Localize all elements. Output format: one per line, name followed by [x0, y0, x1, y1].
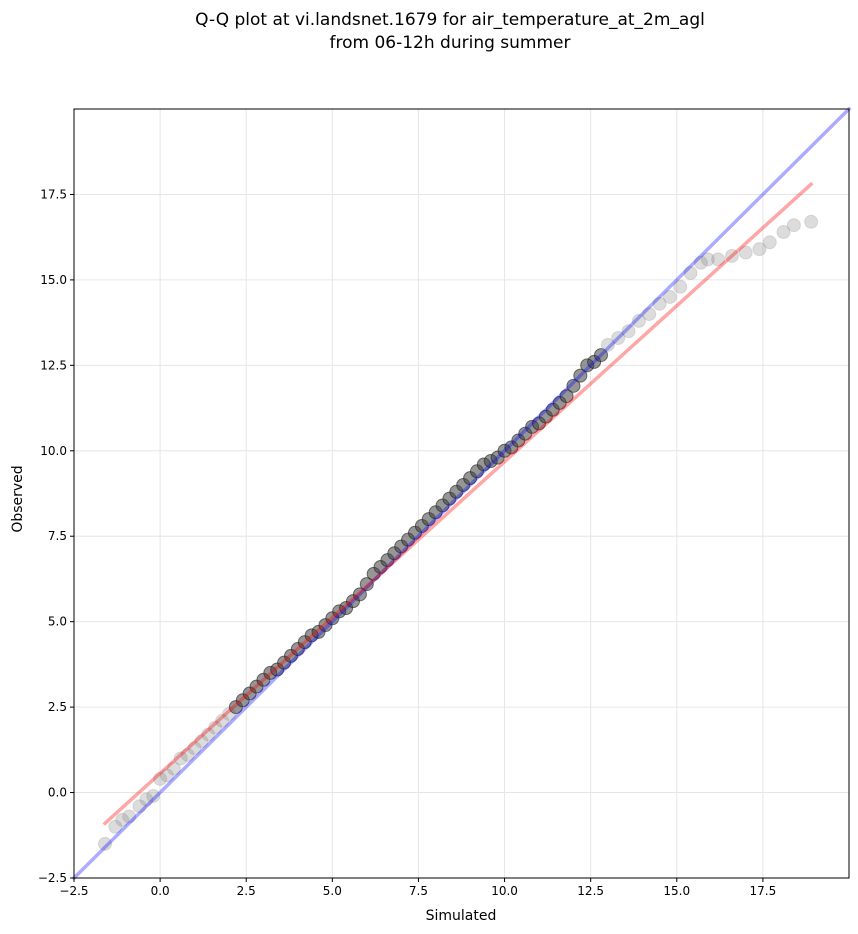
data-point-81	[693, 255, 708, 270]
y-tick-label-6: 12.5	[40, 358, 67, 372]
data-point-66	[559, 389, 574, 404]
data-point-68	[573, 368, 588, 383]
data-point-36	[352, 587, 367, 602]
data-point-83	[711, 252, 726, 267]
data-point-87	[762, 235, 777, 250]
y-tick-label-0: −2.5	[38, 871, 67, 885]
data-point-9	[166, 761, 181, 776]
x-tick-label-8: 17.5	[750, 884, 777, 898]
x-tick-label-0: −2.5	[59, 884, 88, 898]
data-point-78	[662, 289, 677, 304]
x-tick-label-3: 5.0	[323, 884, 342, 898]
data-point-1	[108, 819, 123, 834]
data-point-3	[122, 809, 137, 824]
data-point-16	[215, 713, 230, 728]
data-point-12	[187, 741, 202, 756]
y-tick-label-2: 2.5	[48, 700, 67, 714]
y-axis-label: Observed	[10, 465, 26, 532]
data-point-13	[194, 734, 209, 749]
data-point-90	[804, 214, 819, 229]
x-tick-label-4: 7.5	[409, 884, 428, 898]
data-point-86	[752, 242, 767, 257]
data-point-15	[208, 720, 223, 735]
data-point-10	[173, 751, 188, 766]
data-point-85	[738, 245, 753, 260]
data-point-88	[776, 225, 791, 240]
data-point-73	[611, 330, 626, 345]
plot-frame	[73, 108, 850, 879]
data-point-75	[631, 313, 646, 328]
reference-line-1to1	[71, 106, 852, 881]
data-point-76	[642, 307, 657, 322]
grid	[73, 109, 849, 879]
x-tick-label-2: 2.5	[237, 884, 256, 898]
scatter-points	[98, 214, 819, 851]
data-point-77	[652, 296, 667, 311]
y-tick-label-8: 17.5	[40, 187, 67, 201]
data-point-72	[600, 337, 615, 352]
data-point-82	[700, 252, 715, 267]
data-point-2	[115, 812, 130, 827]
fit-line	[102, 181, 814, 826]
data-point-5	[139, 792, 154, 807]
data-point-8	[160, 768, 174, 783]
x-tick-label-7: 15.0	[663, 884, 690, 898]
data-point-37	[359, 577, 374, 592]
data-point-14	[201, 727, 216, 742]
data-point-74	[621, 324, 636, 339]
y-tick-label-3: 5.0	[48, 615, 67, 629]
data-point-11	[180, 747, 195, 762]
x-tick-label-5: 10.0	[491, 884, 518, 898]
y-axis-ticks: −2.5 0.0 2.5 5.0 7.5 10.0 12.5 15.0 17.5	[38, 187, 74, 885]
data-point-4	[132, 799, 147, 814]
data-point-84	[724, 248, 739, 263]
x-axis-ticks: −2.5 0.0 2.5 5.0 7.5 10.0 12.5 15.0 17.5	[59, 878, 776, 898]
data-point-6	[146, 788, 161, 803]
data-point-71	[594, 348, 608, 363]
y-tick-label-7: 15.0	[40, 273, 67, 287]
data-point-89	[786, 218, 801, 233]
chart-title-line-1: Q-Q plot at vi.landsnet.1679 for air_tem…	[195, 10, 705, 30]
y-tick-label-1: 0.0	[48, 786, 67, 800]
data-point-80	[683, 266, 698, 281]
x-axis-label: Simulated	[426, 908, 497, 924]
lines	[71, 106, 852, 881]
y-tick-label-4: 7.5	[48, 529, 67, 543]
data-point-0	[98, 836, 112, 851]
y-tick-label-5: 10.0	[40, 444, 67, 458]
chart-title-line-2: from 06-12h during summer	[330, 33, 571, 53]
data-point-67	[566, 378, 581, 393]
data-point-7	[153, 771, 168, 786]
x-tick-label-6: 12.5	[577, 884, 604, 898]
data-point-79	[673, 279, 688, 294]
x-tick-label-1: 0.0	[151, 884, 170, 898]
